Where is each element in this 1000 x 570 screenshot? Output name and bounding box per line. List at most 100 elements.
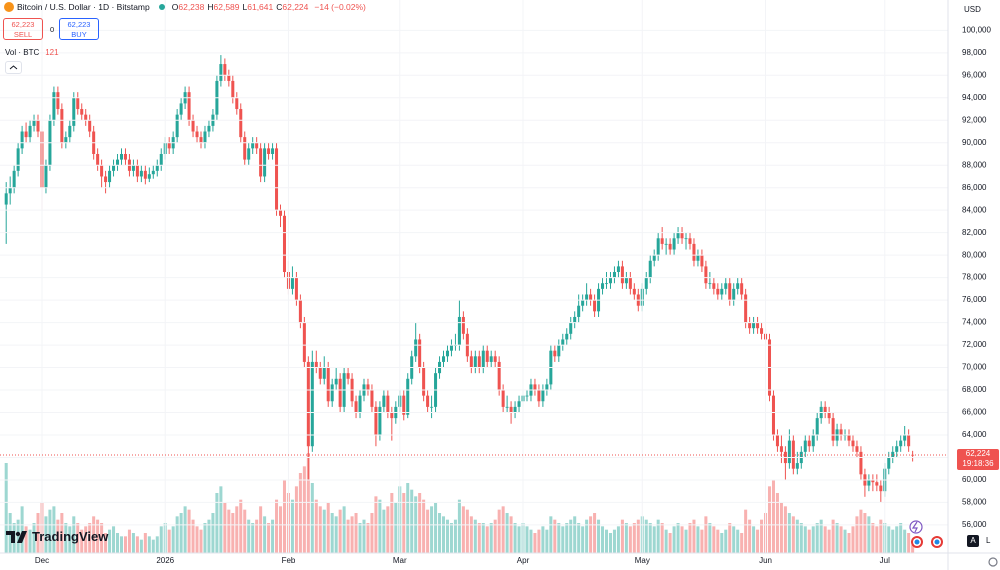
- volume-bar: [52, 506, 56, 553]
- y-tick-label: 92,000: [962, 115, 987, 124]
- ohlc-value: 62,224: [282, 2, 309, 12]
- candle-body: [672, 238, 676, 250]
- volume-bar: [100, 523, 104, 553]
- volume-bar: [740, 533, 744, 553]
- volume-bar: [692, 519, 696, 553]
- y-tick-label: 88,000: [962, 160, 987, 169]
- volume-bar: [497, 509, 501, 553]
- y-tick-label: 70,000: [962, 363, 987, 372]
- candle-body: [175, 114, 179, 138]
- candle-body: [477, 356, 481, 368]
- candle-body: [485, 350, 489, 362]
- candle-body: [223, 64, 227, 76]
- volume-bar: [823, 526, 827, 553]
- candle-body: [676, 232, 680, 239]
- sell-label: SELL: [13, 30, 33, 39]
- volume-bar: [672, 526, 676, 553]
- volume-bar: [342, 506, 346, 553]
- volume-bar: [811, 526, 815, 553]
- volume-bar: [839, 526, 843, 553]
- candle-body: [239, 109, 243, 138]
- volume-bar: [656, 519, 660, 553]
- candle-body: [382, 395, 386, 407]
- candle-body: [879, 485, 883, 492]
- candle-body: [80, 109, 84, 115]
- volume-bar: [326, 503, 330, 553]
- candle-body: [569, 322, 573, 334]
- volume-bar: [601, 526, 605, 553]
- candle-body: [139, 170, 143, 177]
- volume-bar: [112, 526, 116, 553]
- ohlc-key: O: [171, 2, 179, 12]
- buy-button[interactable]: 62,223 BUY: [59, 18, 99, 40]
- volume-bar: [263, 516, 267, 553]
- candle-body: [445, 350, 449, 357]
- volume-bar: [267, 523, 271, 553]
- candle-body: [700, 255, 704, 267]
- candle-body: [167, 142, 171, 149]
- symbol-title[interactable]: Bitcoin / U.S. Dollar · 1D · Bitstamp: [17, 2, 150, 12]
- volume-bar: [430, 506, 434, 553]
- volume-bar: [378, 499, 382, 553]
- volume-bar: [477, 523, 481, 553]
- candle-body: [155, 165, 159, 171]
- volume-bar: [581, 526, 585, 553]
- candle-body: [553, 350, 557, 357]
- ohlc-value: 62,238: [178, 2, 205, 12]
- candle-body: [795, 463, 799, 469]
- candle-body: [525, 395, 529, 397]
- volume-bar: [541, 526, 545, 553]
- candle-body: [573, 316, 577, 323]
- auto-scale[interactable]: A: [967, 535, 979, 547]
- candle-body: [318, 367, 322, 379]
- candle-body: [537, 390, 541, 402]
- candle-body: [493, 356, 497, 362]
- volume-bar: [473, 519, 477, 553]
- volume-bar: [56, 519, 60, 553]
- volume-bar: [863, 513, 867, 553]
- candle-body: [807, 440, 811, 447]
- candle-body: [680, 232, 684, 239]
- candle-body: [282, 215, 286, 273]
- currency[interactable]: USD: [964, 5, 981, 14]
- candle-body: [847, 434, 851, 441]
- candle-body: [131, 165, 135, 171]
- collapse-button[interactable]: [5, 61, 22, 74]
- candle-body: [4, 193, 8, 205]
- candle-body: [16, 148, 20, 171]
- x-tick-label: 2026: [156, 556, 174, 565]
- volume-bar: [505, 513, 509, 553]
- volume-bar: [88, 523, 92, 553]
- volume-bar: [187, 509, 191, 553]
- x-tick-label: May: [635, 556, 650, 565]
- candle-body: [748, 322, 752, 329]
- sell-button[interactable]: 62,223 SELL: [3, 18, 43, 40]
- candle-body: [179, 103, 183, 115]
- volume-bar: [843, 529, 847, 553]
- candle-body: [887, 457, 891, 469]
- volume-bar: [211, 513, 215, 553]
- volume-title: Vol · BTC: [5, 48, 40, 57]
- logo: TradingView: [6, 529, 108, 544]
- candle-body: [827, 412, 831, 419]
- candle-body: [28, 125, 32, 138]
- log-scale[interactable]: L: [986, 536, 991, 545]
- volume-bar: [147, 536, 151, 553]
- candle-body: [652, 255, 656, 261]
- volume-bar: [48, 509, 52, 553]
- volume-bar: [533, 533, 537, 553]
- y-tick-label: 90,000: [962, 138, 987, 147]
- candle-body: [36, 120, 40, 132]
- x-tick-label: Feb: [282, 556, 296, 565]
- volume-bar: [406, 483, 410, 553]
- volume-bar: [155, 536, 159, 553]
- candle-body: [648, 260, 652, 278]
- volume-bar: [708, 523, 712, 553]
- volume-bar: [306, 453, 310, 553]
- volume-bar: [203, 523, 207, 553]
- candle-body: [744, 294, 748, 323]
- sell-price: 62,223: [11, 20, 35, 29]
- volume-bar: [346, 519, 350, 553]
- volume-bar: [251, 523, 255, 553]
